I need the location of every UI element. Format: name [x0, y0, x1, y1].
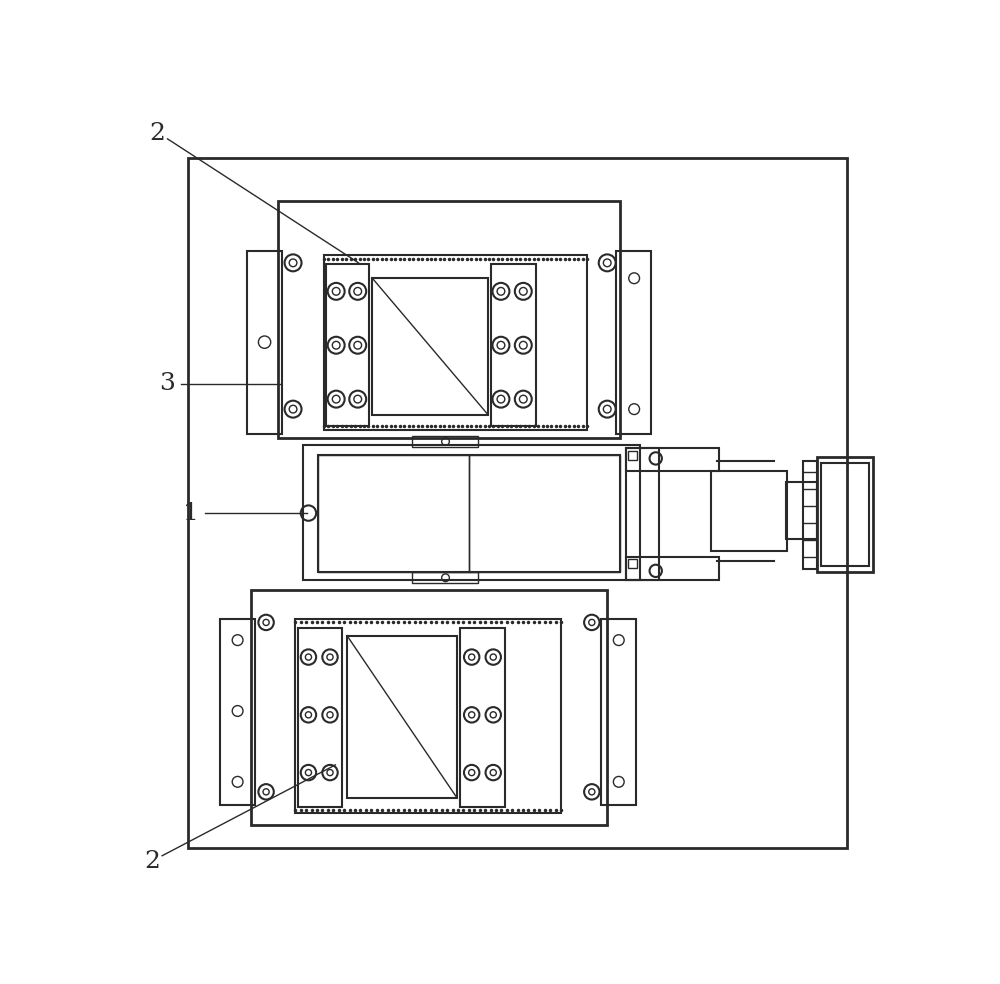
Bar: [711, 470, 787, 551]
Text: 2: 2: [144, 849, 160, 873]
Text: 3: 3: [160, 372, 175, 396]
Bar: [412, 573, 478, 584]
Bar: [298, 628, 342, 807]
Bar: [817, 457, 873, 573]
Bar: [820, 463, 869, 566]
Text: 1: 1: [183, 502, 199, 524]
Bar: [220, 619, 255, 805]
Bar: [318, 456, 620, 573]
Bar: [601, 619, 636, 805]
Bar: [372, 278, 488, 414]
Bar: [469, 456, 620, 573]
Text: 2: 2: [149, 122, 165, 145]
Bar: [324, 255, 587, 430]
Bar: [188, 158, 847, 848]
Bar: [626, 448, 659, 581]
Bar: [278, 202, 620, 438]
Bar: [460, 628, 505, 807]
Bar: [803, 461, 817, 569]
Bar: [626, 557, 719, 581]
Bar: [626, 448, 719, 470]
Bar: [303, 446, 640, 581]
Bar: [491, 265, 536, 426]
Bar: [616, 251, 651, 434]
Bar: [247, 251, 282, 434]
Bar: [295, 619, 561, 814]
Bar: [412, 436, 478, 447]
Bar: [326, 265, 369, 426]
Bar: [786, 482, 817, 539]
Bar: [628, 559, 637, 568]
Bar: [347, 636, 457, 798]
Bar: [628, 451, 637, 460]
Bar: [251, 590, 607, 825]
Bar: [318, 456, 469, 573]
